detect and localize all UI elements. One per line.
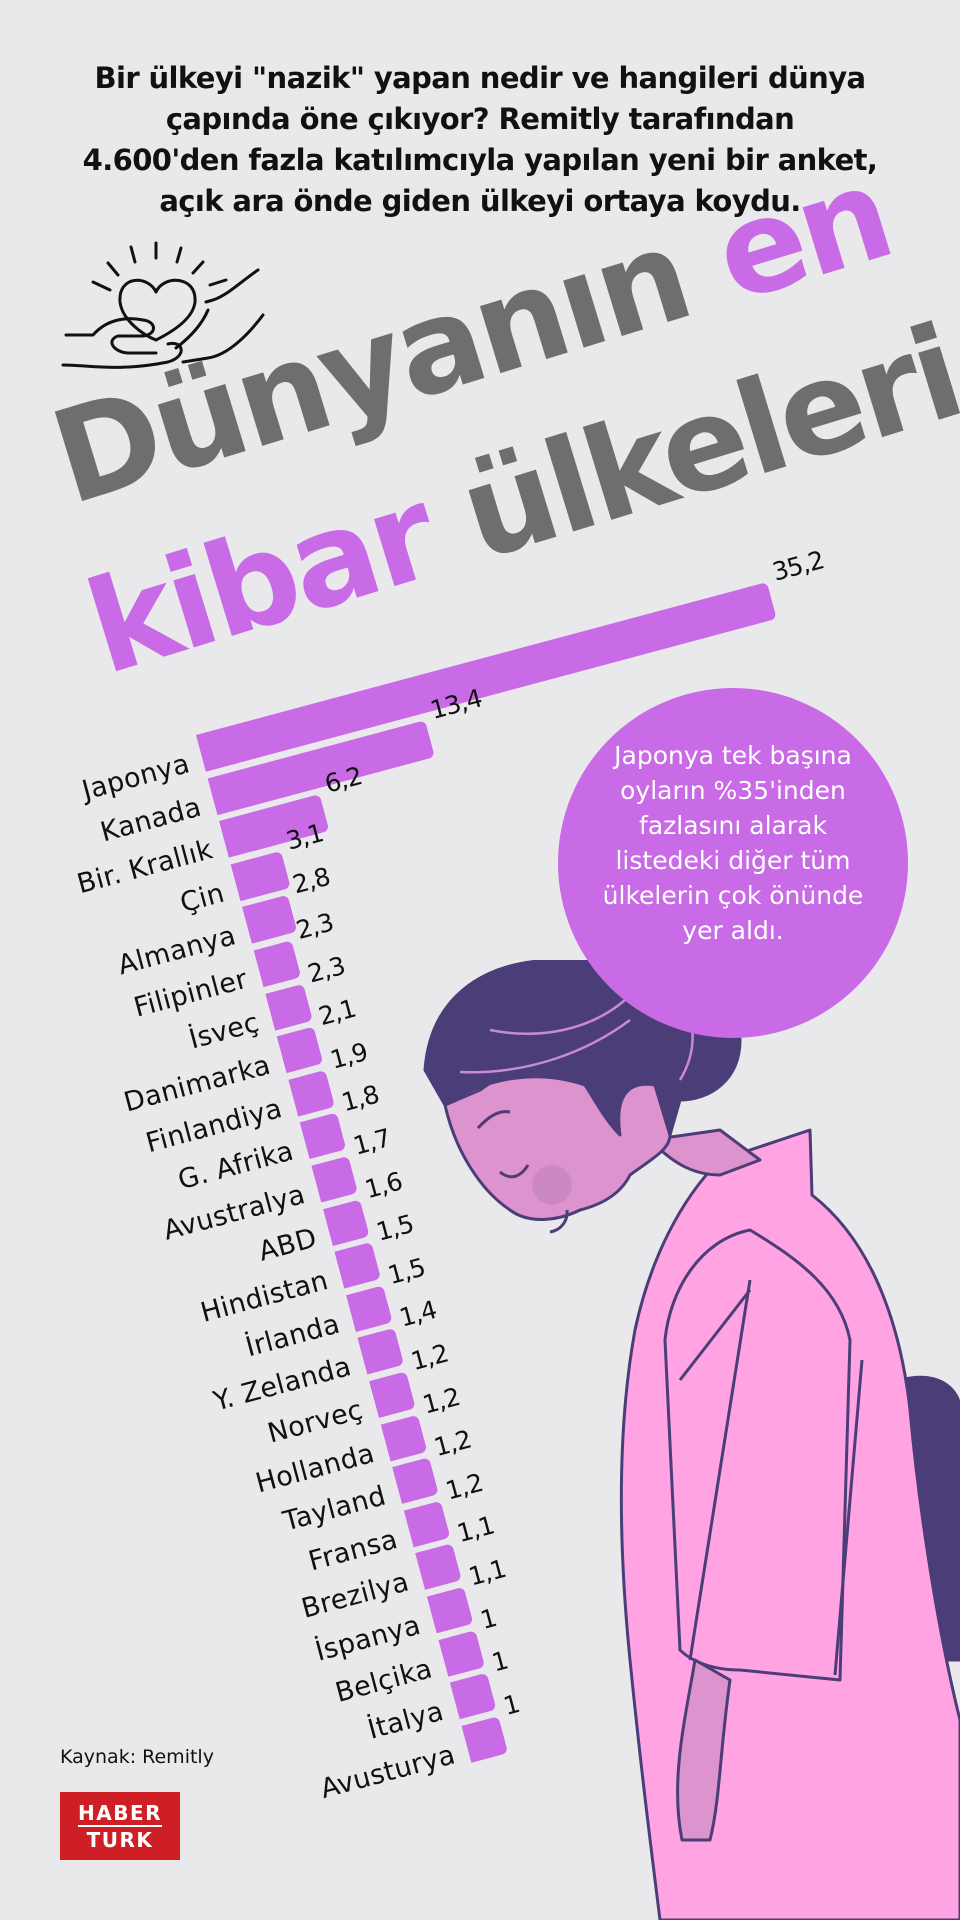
bar-row: 1,7 Avustralya [160,1123,393,1247]
bar [346,1285,393,1332]
japan-callout: Japonya tek başına oyların %35'inden faz… [558,688,908,1038]
bar [357,1328,405,1375]
bar [276,1026,324,1074]
bar [334,1242,382,1289]
country-label: İrlanda [242,1308,344,1364]
intro-text: Bir ülkeyi "nazik" yapan nedir ve hangil… [40,58,920,222]
bar [253,940,301,988]
bar-row: 1,9 Finlandiya [143,1037,370,1159]
callout-text: Japonya tek başına oyların %35'inden faz… [602,741,864,945]
bar-row: 1,6 ABD [255,1166,404,1267]
hands-heart-icon [61,241,265,369]
source-text: Kaynak: Remitly [60,1746,214,1768]
bar [322,1199,370,1246]
bar-value-label: 1,8 [338,1080,382,1118]
intro-line: Bir ülkeyi "nazik" yapan nedir ve hangil… [94,61,866,95]
bar-row: 2,3 Filipinler [131,908,336,1024]
country-label: Norveç [264,1394,367,1450]
bar-row: 1,5 Hindistan [197,1209,416,1329]
bar-value-label: 1,5 [373,1209,417,1247]
bar-row: 2,1 Danimarka [121,994,359,1119]
bar-value-label: 2,3 [293,907,337,946]
bar-row: 2,8 Almanya [115,862,333,981]
bar [311,1155,358,1203]
bar-value-label: 1,9 [327,1036,371,1075]
bar [369,1371,416,1418]
bowing-woman-illustration [423,960,960,1920]
bar-row: 1,4 Y. Zelanda [210,1295,439,1417]
bar-value-label: 2,8 [289,862,333,900]
country-label: Çin [176,877,228,919]
bar [230,850,291,901]
intro-line: açık ara önde giden ülkeyi ortaya koydu. [159,184,801,218]
country-label: Fransa [305,1523,401,1578]
country-label: ABD [255,1222,321,1268]
bar-row: 1,8 G. Afrika [175,1080,382,1196]
bar-value-label: 1,6 [361,1166,405,1204]
bar [288,1069,335,1117]
intro-line: 4.600'den fazla katılımcıyla yapılan yen… [82,143,878,177]
country-label: İsveç [185,1006,263,1056]
bar-row: 3,1 Çin [177,818,326,919]
bar-row: 2,3 İsveç [186,951,348,1055]
bar-row: 1,5 İrlanda [242,1252,427,1363]
bar-row: 1,2 Norveç [264,1339,450,1450]
haberturk-logo: HABER TURK [60,1792,180,1860]
bar-value-label: 2,3 [304,950,348,989]
bar [299,1112,347,1160]
bar-value-label: 1,7 [350,1123,394,1161]
intro-line: çapında öne çıkıyor? Remitly tarafından [165,102,795,136]
bar-value-label: 2,1 [315,993,359,1032]
bar [265,983,313,1031]
bar [242,895,298,945]
